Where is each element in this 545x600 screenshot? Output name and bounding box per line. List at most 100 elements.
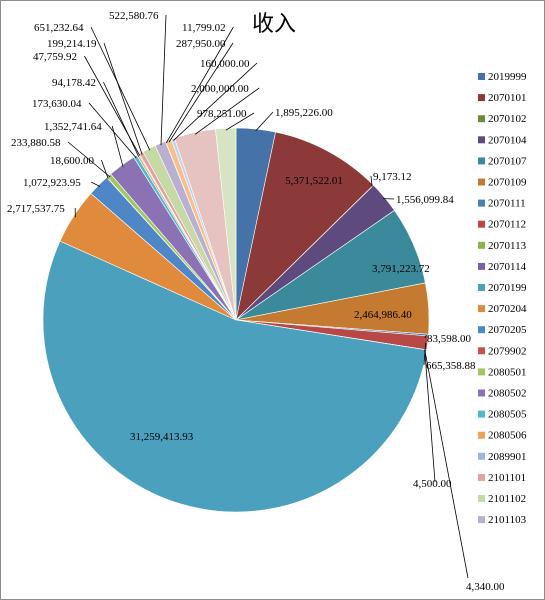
data-label: 31,259,413.93 <box>130 431 194 443</box>
data-label: 18,600.00 <box>50 155 95 167</box>
legend-swatch <box>478 389 485 397</box>
leader-line <box>424 349 436 483</box>
data-label: 1,352,741.64 <box>44 121 102 133</box>
data-label: 47,759.92 <box>33 51 77 63</box>
data-label: 2,000,000.00 <box>191 83 249 95</box>
legend-item: 2019999 <box>488 71 527 83</box>
legend-swatch <box>478 473 485 481</box>
legend-item: 2070109 <box>488 177 527 189</box>
legend-swatch <box>478 410 485 418</box>
data-label: 83,598.00 <box>427 333 472 345</box>
leader-line <box>165 26 234 144</box>
legend-item: 2070204 <box>488 303 527 315</box>
legend-swatch <box>478 431 485 439</box>
data-label: 233,880.58 <box>11 137 61 149</box>
legend-item: 2070205 <box>488 324 527 336</box>
legend-item: 2080502 <box>488 388 527 400</box>
leader-line <box>90 26 151 151</box>
legend-item: 2080501 <box>488 366 527 378</box>
legend-swatch <box>478 94 485 102</box>
pie-slice-2070101 <box>235 131 374 321</box>
leader-line <box>424 349 469 579</box>
leader-line <box>103 81 139 157</box>
leader-line <box>194 87 260 135</box>
data-label: 9,173.12 <box>373 171 412 183</box>
legend-item: 2070199 <box>488 282 527 294</box>
legend-swatch <box>478 326 485 334</box>
legend-item: 2079902 <box>488 345 527 357</box>
legend-item: 2070104 <box>488 134 527 146</box>
data-label: 1,895,226.00 <box>275 107 333 119</box>
legend-swatch <box>478 452 485 460</box>
legend-swatch <box>478 347 485 355</box>
legend-item: 2070111 <box>488 198 526 210</box>
legend-swatch <box>478 262 485 270</box>
data-label: 1,556,099.84 <box>396 194 454 206</box>
leader-line <box>103 42 143 155</box>
leader-line <box>160 14 167 146</box>
data-label: 522,580.76 <box>109 10 159 22</box>
data-label: 978,251.00 <box>197 108 247 120</box>
data-label: 2,717,537.75 <box>7 203 65 215</box>
data-label: 2,464,986.40 <box>354 309 412 321</box>
leader-line <box>111 125 124 167</box>
legend: 2019999 2070101 2070102 2070104 2070107 20701… <box>478 71 527 526</box>
legend-item: 2070101 <box>488 92 527 104</box>
data-label: 4,500.00 <box>413 478 452 490</box>
legend-swatch <box>478 178 485 186</box>
leader-line <box>91 181 101 187</box>
chart-title: 收入 <box>252 12 296 37</box>
legend-swatch <box>478 516 485 524</box>
legend-item: 2070114 <box>488 261 527 273</box>
legend-swatch <box>478 241 485 249</box>
leader-lines <box>67 14 469 579</box>
legend-item: 2070113 <box>488 240 527 252</box>
legend-swatch <box>478 284 485 291</box>
data-label: 651,232.64 <box>34 22 84 34</box>
legend-swatch <box>478 199 485 207</box>
legend-swatch <box>478 305 485 313</box>
legend-swatch <box>478 157 485 165</box>
data-label: 3,791,223.72 <box>372 263 430 275</box>
leader-line <box>173 62 258 141</box>
legend-item: 2070107 <box>488 155 527 167</box>
legend-item: 2101101 <box>488 472 526 484</box>
pie-slice-2070107 <box>215 127 237 321</box>
legend-swatch <box>478 115 485 123</box>
data-label: 94,178.42 <box>52 77 96 89</box>
data-label: 287,950.00 <box>176 38 226 50</box>
data-label: 1,072,923.95 <box>23 177 81 189</box>
legend-item: 2070112 <box>488 219 526 231</box>
legend-item: 2089901 <box>488 451 527 463</box>
pie-slices <box>42 127 430 513</box>
legend-swatch <box>478 495 485 502</box>
leader-line <box>67 141 111 178</box>
data-labels: 1,895,226.00 5,371,522.01 9,173.12 1,556,09… <box>7 10 505 593</box>
leader-line <box>255 111 274 132</box>
data-label: 665,358.88 <box>426 360 476 372</box>
data-label: 160,000.00 <box>200 58 250 70</box>
legend-swatch <box>478 73 485 80</box>
data-label: 199,214.19 <box>47 38 97 50</box>
legend-swatch <box>478 136 485 144</box>
legend-item: 2101103 <box>488 514 527 526</box>
data-label: 5,371,522.01 <box>285 175 343 187</box>
leader-line <box>84 55 141 156</box>
leader-line <box>88 102 137 159</box>
leader-line <box>370 175 373 187</box>
data-label: 11,799.02 <box>182 22 226 34</box>
leader-line <box>101 159 109 179</box>
data-label: 4,340.00 <box>466 581 505 593</box>
legend-item: 2080505 <box>488 409 527 421</box>
data-label: 173,630.04 <box>32 98 82 110</box>
leader-line <box>424 334 427 339</box>
legend-swatch <box>478 368 485 376</box>
legend-item: 2101102 <box>488 493 526 505</box>
legend-item: 2080506 <box>488 430 527 442</box>
pie-slice-2070199 <box>42 240 427 513</box>
legend-swatch <box>478 220 485 228</box>
leader-line <box>225 112 255 131</box>
leader-line <box>168 42 234 143</box>
legend-item: 2070102 <box>488 113 527 125</box>
